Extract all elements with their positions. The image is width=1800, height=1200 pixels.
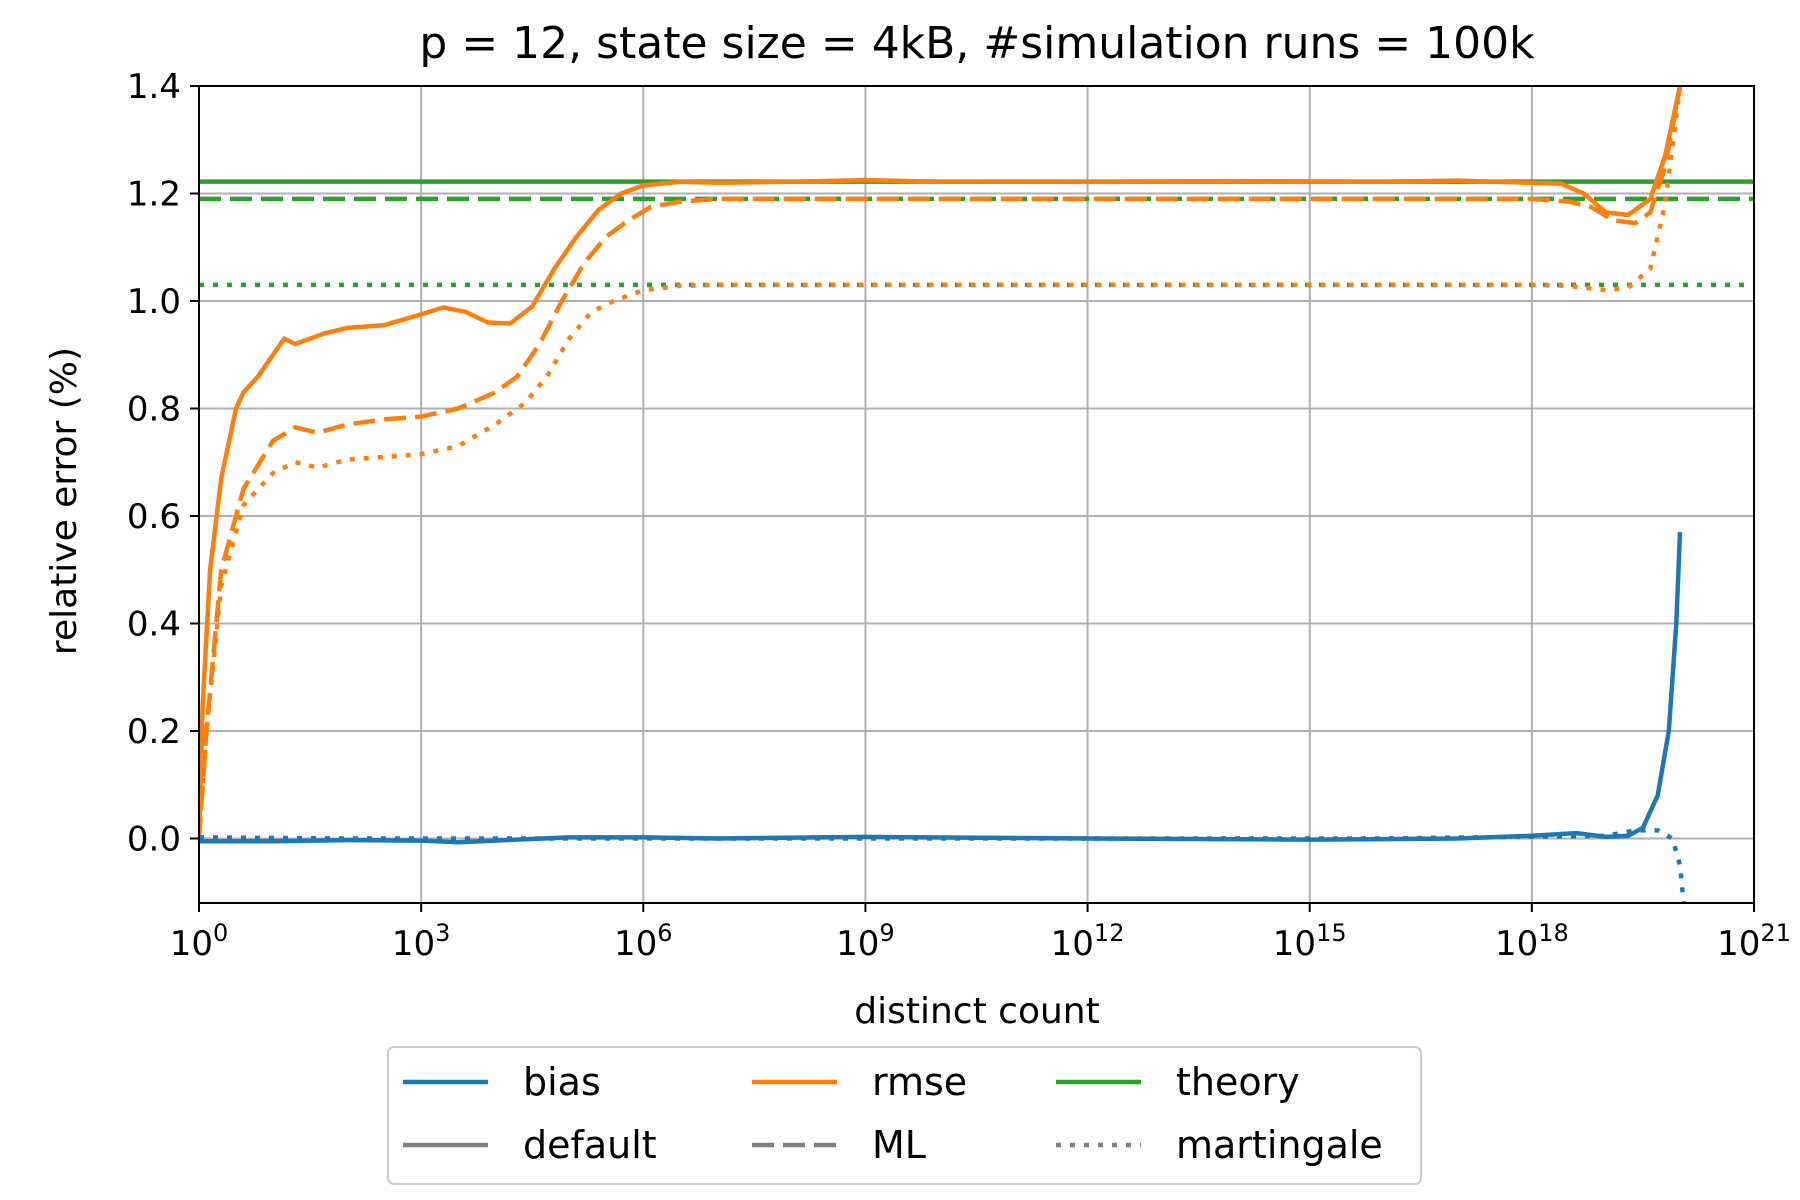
x-tick-label: 1021	[1717, 919, 1791, 964]
x-tick-label: 106	[614, 919, 673, 964]
legend-label-martingale: martingale	[1176, 1123, 1383, 1167]
x-axis-label: distinct count	[854, 991, 1099, 1032]
y-tick-label: 1.0	[127, 282, 181, 322]
chart-title: p = 12, state size = 4kB, #simulation ru…	[419, 18, 1535, 69]
legend-label-rmse: rmse	[872, 1060, 967, 1104]
legend: bias rmse theory default ML martingale	[387, 1046, 1422, 1185]
series-group	[199, 86, 1754, 903]
x-tick-label: 109	[836, 919, 895, 964]
legend-label-ml: ML	[872, 1123, 926, 1167]
legend-label-bias: bias	[523, 1060, 601, 1104]
plot-frame	[198, 85, 1755, 904]
y-tick-label: 1.4	[127, 67, 181, 107]
y-tick-label: 0.6	[127, 497, 181, 537]
x-tick-label: 100	[170, 919, 229, 964]
x-tick-label: 1018	[1495, 919, 1569, 964]
x-tick-label: 1015	[1273, 919, 1347, 964]
plot-area: 100 103 106 109 1012 1015 1018 1021 0.0 0.2 0.4 0.6…	[127, 67, 1791, 964]
y-tick-label: 0.0	[127, 820, 181, 860]
y-tick-label: 0.8	[127, 390, 181, 430]
y-axis-label: relative error (%)	[44, 347, 85, 655]
legend-label-default: default	[523, 1123, 657, 1167]
legend-label-theory: theory	[1176, 1060, 1300, 1104]
rmse-martingale-line	[199, 86, 1683, 839]
y-tick-label: 1.2	[127, 175, 181, 215]
bias-default-line	[199, 532, 1683, 845]
rmse-default-line	[199, 86, 1683, 839]
x-tick-label: 103	[392, 919, 451, 964]
legend-box	[387, 1046, 1422, 1185]
x-tick-label: 1012	[1051, 919, 1125, 964]
rmse-ml-line	[199, 86, 1683, 839]
y-tick-label: 0.2	[127, 712, 181, 752]
y-tick-label: 0.4	[127, 605, 181, 645]
